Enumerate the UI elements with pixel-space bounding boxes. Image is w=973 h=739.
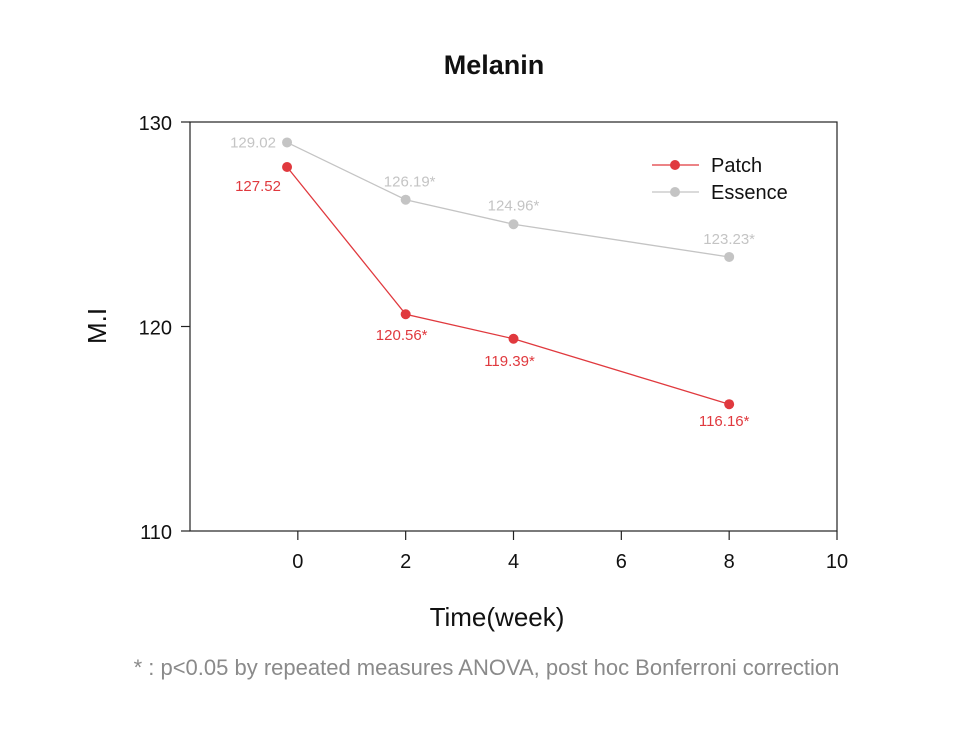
point-patch-1 bbox=[400, 309, 411, 320]
x-axis-label: Time(week) bbox=[430, 602, 565, 632]
x-tick-label-4: 4 bbox=[508, 551, 519, 573]
y-tick-label-130: 130 bbox=[139, 113, 172, 135]
point-essence-1 bbox=[400, 194, 411, 205]
chart-title: Melanin bbox=[444, 50, 545, 80]
point-essence-0 bbox=[282, 137, 293, 148]
point-essence-2 bbox=[508, 219, 519, 230]
point-essence-3 bbox=[724, 251, 735, 262]
y-tick-label-120: 120 bbox=[139, 318, 172, 340]
point-patch-0 bbox=[282, 161, 293, 172]
data-label-patch-2: 119.39* bbox=[484, 353, 535, 370]
series-line-patch bbox=[286, 166, 730, 405]
data-label-patch-3: 116.16* bbox=[699, 413, 750, 430]
legend-label-essence: Essence bbox=[711, 182, 788, 204]
legend-label-patch: Patch bbox=[711, 155, 762, 177]
data-label-essence-0: 129.02 bbox=[230, 134, 276, 151]
x-tick-label-6: 6 bbox=[616, 551, 627, 573]
x-tick-label-2: 2 bbox=[400, 551, 411, 573]
x-tick-label-8: 8 bbox=[724, 551, 735, 573]
y-axis-label: M.I bbox=[82, 308, 112, 344]
footnote: * : p<0.05 by repeated measures ANOVA, p… bbox=[133, 655, 840, 680]
y-tick-label-110: 110 bbox=[140, 522, 172, 544]
x-tick-label-10: 10 bbox=[826, 551, 848, 573]
series-line-essence bbox=[286, 141, 730, 258]
data-label-essence-2: 124.96* bbox=[488, 197, 540, 214]
y-axis: 110 120 130 bbox=[139, 113, 190, 544]
point-patch-2 bbox=[508, 333, 519, 344]
x-tick-label-0: 0 bbox=[292, 551, 303, 573]
legend: Patch Essence bbox=[652, 155, 788, 204]
legend-marker-patch bbox=[670, 160, 680, 170]
data-label-essence-3: 123.23* bbox=[703, 231, 755, 248]
data-label-essence-1: 126.19* bbox=[384, 174, 436, 191]
point-patch-3 bbox=[724, 399, 735, 410]
data-label-patch-0: 127.52 bbox=[235, 178, 281, 195]
x-axis: 0 2 4 6 8 10 bbox=[292, 531, 848, 573]
legend-marker-essence bbox=[670, 187, 680, 197]
series-layer: 127.52 120.56* 119.39* 116.16* 129.02 126.19*… bbox=[230, 134, 755, 430]
data-label-patch-1: 120.56* bbox=[376, 327, 428, 344]
